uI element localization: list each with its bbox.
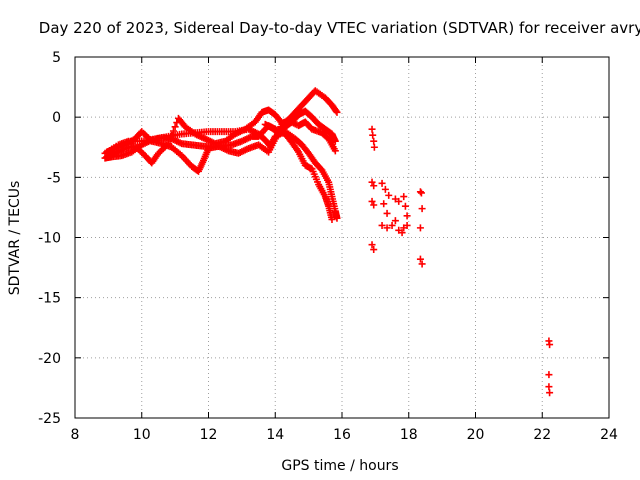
- x-tick-label: 12: [200, 427, 218, 443]
- series-track-e: [261, 107, 339, 145]
- data-point: [395, 197, 403, 205]
- data-points: [101, 87, 554, 397]
- x-tick-label: 18: [400, 427, 418, 443]
- data-point: [417, 189, 425, 197]
- y-tick-label: -5: [47, 170, 61, 186]
- data-point: [370, 201, 378, 209]
- data-point: [333, 214, 341, 222]
- x-tick-label: 20: [467, 427, 485, 443]
- data-point: [403, 212, 411, 220]
- data-point: [418, 260, 426, 268]
- grid: [75, 57, 609, 418]
- data-point: [370, 246, 378, 254]
- data-point: [368, 197, 376, 205]
- data-point: [369, 131, 377, 139]
- x-tick-label: 16: [333, 427, 351, 443]
- data-point: [378, 179, 386, 187]
- data-point: [416, 255, 424, 263]
- data-point: [401, 202, 409, 210]
- plot-border: [74, 56, 610, 419]
- data-point: [368, 178, 376, 186]
- x-tick-label: 14: [266, 427, 284, 443]
- y-tick-label: -20: [38, 351, 61, 367]
- data-point: [370, 143, 378, 151]
- y-tick-label: 0: [52, 110, 61, 126]
- data-point: [391, 217, 399, 225]
- data-point: [370, 182, 378, 190]
- data-point: [383, 224, 391, 232]
- data-point: [400, 193, 408, 201]
- data-point: [385, 191, 393, 199]
- y-tick-label: 5: [52, 50, 61, 66]
- x-tick-label: 8: [71, 427, 80, 443]
- data-point: [398, 229, 406, 237]
- data-point: [403, 221, 411, 229]
- data-point: [368, 125, 376, 133]
- y-tick-label: -25: [38, 411, 61, 427]
- y-axis-label: SDTVAR / TECUs: [7, 181, 23, 296]
- x-tick-label: 24: [600, 427, 618, 443]
- data-point: [171, 123, 179, 131]
- data-point: [332, 107, 340, 115]
- data-point: [416, 224, 424, 232]
- data-point: [416, 188, 424, 196]
- x-tick-label: 10: [133, 427, 151, 443]
- data-point: [545, 383, 553, 391]
- data-point: [370, 137, 378, 145]
- data-point: [381, 185, 389, 193]
- series-track-c: [101, 125, 341, 222]
- axis-ticks: 8 10 12 14 16 18 20 22 24 5 0 -5 -10 -15 -20 -25: [38, 50, 618, 443]
- data-point: [545, 371, 553, 379]
- data-point: [418, 205, 426, 213]
- data-point: [331, 137, 339, 145]
- data-point: [328, 215, 336, 223]
- data-point: [546, 389, 554, 397]
- series-cluster-16.9-18.4: [368, 125, 426, 268]
- data-point: [378, 221, 386, 229]
- data-point: [388, 221, 396, 229]
- y-tick-label: -15: [38, 291, 61, 307]
- data-point: [546, 341, 554, 349]
- data-point: [383, 209, 391, 217]
- x-axis-label: GPS time / hours: [281, 458, 398, 474]
- data-point: [333, 108, 341, 116]
- series-cluster-22.2: [545, 337, 554, 397]
- data-point: [331, 147, 339, 155]
- chart-title: Day 220 of 2023, Sidereal Day-to-day VTE…: [39, 19, 640, 37]
- y-tick-label: -10: [38, 231, 61, 247]
- data-point: [368, 241, 376, 249]
- data-point: [380, 200, 388, 208]
- x-tick-label: 22: [533, 427, 551, 443]
